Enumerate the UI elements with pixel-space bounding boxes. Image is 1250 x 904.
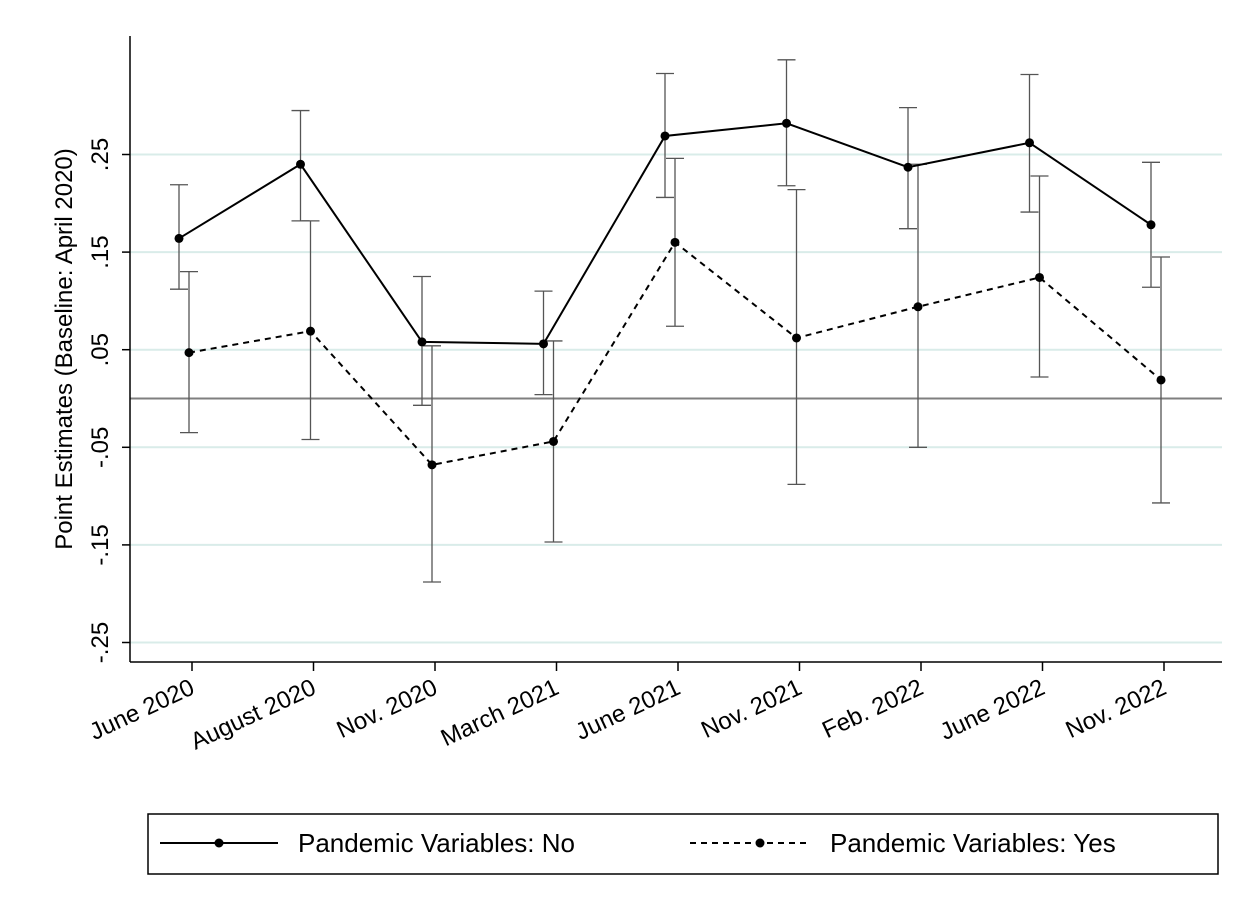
data-point <box>549 436 558 446</box>
data-point <box>1146 220 1156 230</box>
grid-layer <box>130 153 1222 644</box>
data-point <box>417 337 427 347</box>
legend-label: Pandemic Variables: Yes <box>830 828 1116 858</box>
data-point <box>539 339 548 349</box>
data-point <box>660 131 670 141</box>
x-tick-label: June 2021 <box>572 674 685 746</box>
legend: Pandemic Variables: No Pandemic Variables… <box>147 813 1219 875</box>
x-tick-label: June 2020 <box>86 674 199 746</box>
data-point <box>306 326 315 336</box>
x-tick-label: August 2020 <box>186 674 320 755</box>
data-point <box>903 162 913 172</box>
y-tick-label: .15 <box>87 235 114 268</box>
data-point <box>184 348 194 358</box>
y-tick-label: -.15 <box>87 524 114 565</box>
legend-marker <box>755 838 765 848</box>
y-tick-label: -.25 <box>87 622 114 663</box>
data-point <box>792 333 801 343</box>
x-tick-label: March 2021 <box>437 674 563 752</box>
y-tick-label: -.05 <box>87 427 114 468</box>
x-tick-label: Nov. 2020 <box>333 674 442 744</box>
data-point <box>296 159 305 169</box>
data-point <box>1035 272 1044 282</box>
data-point <box>174 233 184 243</box>
legend-marker <box>214 838 224 848</box>
legend-box <box>147 813 1219 875</box>
confidence-intervals <box>170 59 1170 583</box>
data-point <box>427 460 437 470</box>
data-point <box>670 237 680 247</box>
series-layer <box>174 118 1166 470</box>
data-point <box>913 302 923 312</box>
legend-label: Pandemic Variables: No <box>298 828 575 858</box>
x-tick-label: Nov. 2021 <box>697 674 806 744</box>
x-tick-label: Feb. 2022 <box>818 674 927 744</box>
data-point <box>782 118 791 128</box>
y-tick-label: .25 <box>87 138 114 171</box>
x-tick-label: June 2022 <box>936 674 1049 746</box>
y-axis-title: Point Estimates (Baseline: April 2020) <box>51 148 78 550</box>
y-tick-label: .05 <box>87 333 114 366</box>
data-point <box>1156 375 1166 385</box>
data-point <box>1025 138 1034 148</box>
x-tick-label: Nov. 2022 <box>1062 674 1171 744</box>
axis-layer: -.25 -.15 -.05 .05 .15 .25 Point Estimates (Ba… <box>51 36 1222 755</box>
